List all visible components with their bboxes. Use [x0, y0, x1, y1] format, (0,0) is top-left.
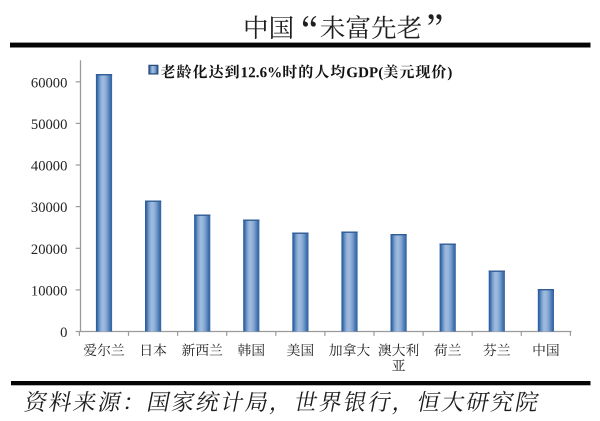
svg-text:60000: 60000: [31, 75, 67, 91]
svg-text:50000: 50000: [31, 117, 67, 133]
svg-text:40000: 40000: [31, 159, 67, 175]
svg-text:0: 0: [60, 325, 67, 341]
svg-text:30000: 30000: [31, 200, 67, 216]
svg-text:20000: 20000: [31, 242, 67, 258]
svg-text:10000: 10000: [31, 284, 67, 300]
